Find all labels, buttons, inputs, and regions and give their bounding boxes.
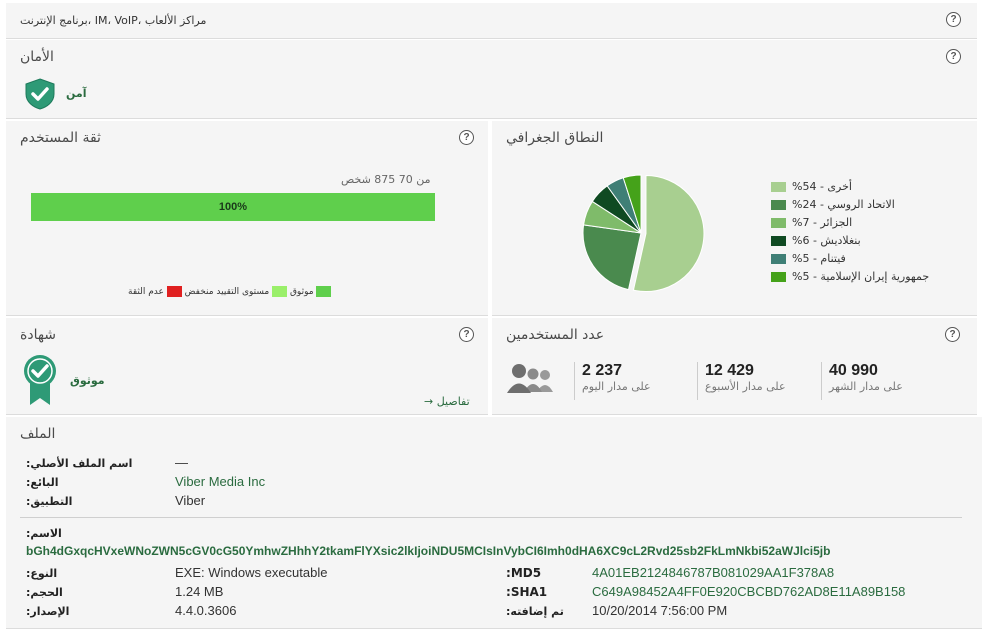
stat-month: 40 990 على مدار الشهر: [821, 362, 903, 400]
legend-swatch: [771, 272, 786, 282]
added-value: 10/20/2014 7:56:00 PM: [592, 603, 728, 618]
name-label: الاسم:: [26, 527, 62, 540]
legend-label: أخرى - 54%: [792, 180, 852, 193]
users-title: عدد المستخدمين: [506, 327, 605, 343]
trust-bar-label: 100%: [218, 201, 248, 213]
trust-title: ثقة المستخدم: [20, 130, 101, 146]
legend-item-untrusted: عدم الثقة: [128, 286, 182, 297]
header-panel: مراكز الألعاب ،IM، VoIP ،برنامج الإنترنت…: [6, 3, 977, 39]
security-title: الأمان: [20, 49, 54, 65]
pie-slice: [582, 224, 642, 291]
version-label: الإصدار:: [26, 605, 70, 618]
file-divider: [20, 517, 962, 518]
version-value: 4.4.0.3606: [175, 603, 237, 618]
size-label: الحجم:: [26, 586, 63, 599]
md5-label: MD5:: [506, 566, 542, 580]
md5-value: 4A01EB2124846787B081029AA1F378A8: [592, 565, 835, 580]
legend-label: جمهورية إيران الإسلامية - 5%: [792, 270, 930, 283]
geo-panel: النطاق الجغرافي أخرى - 54% الاتحاد الروسي…: [492, 121, 977, 316]
users-group-icon: [507, 364, 553, 393]
help-icon[interactable]: ?: [459, 327, 474, 342]
app-label: التطبيق:: [26, 495, 73, 508]
trust-bar-track: 100%: [31, 193, 435, 221]
help-icon[interactable]: ?: [946, 12, 961, 27]
details-link[interactable]: تفاصيل →: [424, 395, 470, 408]
stat-week: 12 429 على مدار الأسبوع: [697, 362, 786, 400]
certificate-panel: شهادة ? موثوق تفاصيل →: [6, 318, 488, 415]
legend-label: الجزائر - 7%: [792, 216, 853, 229]
stat-day-label: على مدار اليوم: [582, 380, 651, 393]
geo-legend-item: الجزائر - 7%: [771, 216, 852, 229]
geo-legend-item: أخرى - 54%: [771, 180, 852, 193]
added-label: تم إضافته:: [506, 605, 564, 618]
app-value: Viber: [175, 493, 206, 508]
legend-swatch: [771, 254, 786, 264]
original-name-value: —: [175, 455, 188, 470]
legend-swatch: [771, 200, 786, 210]
legend-swatch: [771, 218, 786, 228]
legend-swatch: [771, 182, 786, 192]
help-icon[interactable]: ?: [945, 327, 960, 342]
trust-bar-fill: [31, 193, 435, 221]
trust-panel: ثقة المستخدم ? من 70 875 شخص 100% موثوق …: [6, 121, 488, 316]
vendor-label: البائع:: [26, 476, 59, 489]
security-panel: الأمان ? آمن: [6, 40, 977, 119]
category-text: مراكز الألعاب ،IM، VoIP ،برنامج الإنترنت: [20, 14, 207, 27]
help-icon[interactable]: ?: [459, 130, 474, 145]
help-icon[interactable]: ?: [946, 49, 961, 64]
type-value: EXE: Windows executable: [175, 565, 328, 580]
type-label: النوع:: [26, 567, 58, 580]
geo-legend-item: جمهورية إيران الإسلامية - 5%: [771, 270, 929, 283]
stat-day: 2 237 على مدار اليوم: [574, 362, 651, 400]
file-panel: الملف اسم الملف الأصلي: — البائع: Viber …: [6, 417, 982, 629]
legend-label: فيتنام - 5%: [792, 252, 846, 265]
stat-day-value: 2 237: [582, 362, 623, 379]
file-title: الملف: [20, 426, 56, 442]
sha1-value: C649A98452A4FF0E920CBCBD762AD8E11A89B158: [592, 584, 906, 599]
geo-legend-item: فيتنام - 5%: [771, 252, 846, 265]
size-value: 1.24 MB: [175, 584, 224, 599]
sha1-label: SHA1:: [506, 585, 548, 599]
trust-count: من 70 875 شخص: [341, 173, 431, 186]
original-name-label: اسم الملف الأصلي:: [26, 457, 133, 470]
trust-legend: موثوق مستوى التقييد منخفض عدم الثقة: [128, 286, 332, 297]
geo-legend-item: الاتحاد الروسي - 24%: [771, 198, 895, 211]
legend-item-low: مستوى التقييد منخفض: [185, 286, 288, 297]
legend-item-trusted: موثوق: [290, 286, 332, 297]
certificate-status: موثوق: [70, 374, 105, 387]
legend-label: الاتحاد الروسي - 24%: [792, 198, 895, 211]
geo-title: النطاق الجغرافي: [506, 130, 604, 146]
pie-slice: [632, 175, 705, 293]
geo-pie-chart: [582, 174, 705, 293]
certificate-title: شهادة: [20, 327, 57, 343]
name-value: bGh4dGxqcHVxeWNoZWN5cGV0cG50YmhwZHhhY2tk…: [26, 544, 831, 558]
geo-legend-item: بنغلاديش - 6%: [771, 234, 861, 247]
security-status: آمن: [66, 87, 87, 100]
users-panel: عدد المستخدمين ? 2 237 على مدار اليوم 12…: [492, 318, 977, 415]
certificate-ribbon-icon: [24, 355, 56, 405]
stat-month-value: 40 990: [829, 362, 878, 379]
stat-week-value: 12 429: [705, 362, 754, 379]
stat-week-label: على مدار الأسبوع: [705, 380, 786, 393]
vendor-link[interactable]: Viber Media Inc: [175, 474, 266, 489]
legend-swatch: [771, 236, 786, 246]
stat-month-label: على مدار الشهر: [829, 380, 903, 393]
pie-slice: [622, 174, 642, 234]
legend-label: بنغلاديش - 6%: [792, 234, 861, 247]
shield-check-icon: [25, 78, 55, 110]
